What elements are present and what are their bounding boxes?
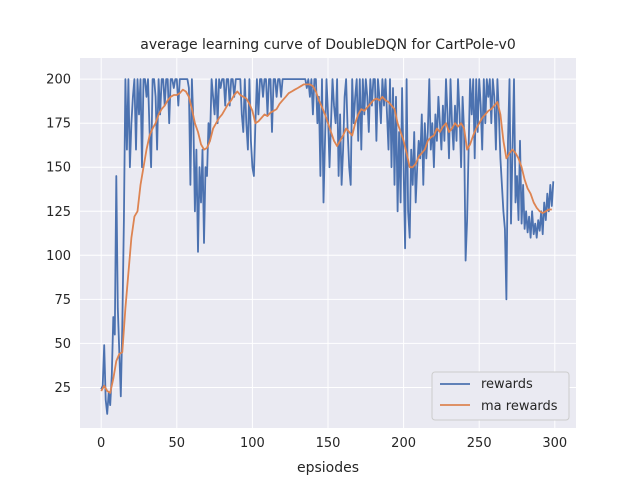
legend: rewards ma rewards [431,371,570,421]
y-tick-label: 150 [46,161,71,176]
y-tick-labels: 25 50 75 100 125 150 175 200 [46,73,71,396]
y-tick-label: 75 [54,293,71,308]
x-tick-label: 0 [97,436,105,451]
y-tick-label: 200 [46,73,71,88]
series-line-rewards [100,78,555,415]
x-axis-label: epsiodes [297,460,359,476]
series-line-ma-rewards [100,83,552,394]
x-tick-labels: 0 50 100 150 200 250 300 [97,436,567,451]
y-tick-label: 125 [46,205,71,220]
x-tick-label: 250 [467,436,492,451]
y-tick-label: 100 [46,249,71,264]
series-lines [100,78,555,415]
y-tick-label: 175 [46,117,71,132]
legend-label-ma-rewards: ma rewards [481,399,558,414]
legend-label-rewards: rewards [481,377,533,392]
x-tick-label: 300 [542,436,567,451]
x-tick-label: 100 [240,436,265,451]
x-tick-label: 150 [316,436,341,451]
chart-title: average learning curve of DoubleDQN for … [140,37,515,53]
x-tick-label: 200 [391,436,416,451]
x-tick-label: 50 [169,436,186,451]
y-tick-label: 50 [54,337,71,352]
y-tick-label: 25 [54,381,71,396]
